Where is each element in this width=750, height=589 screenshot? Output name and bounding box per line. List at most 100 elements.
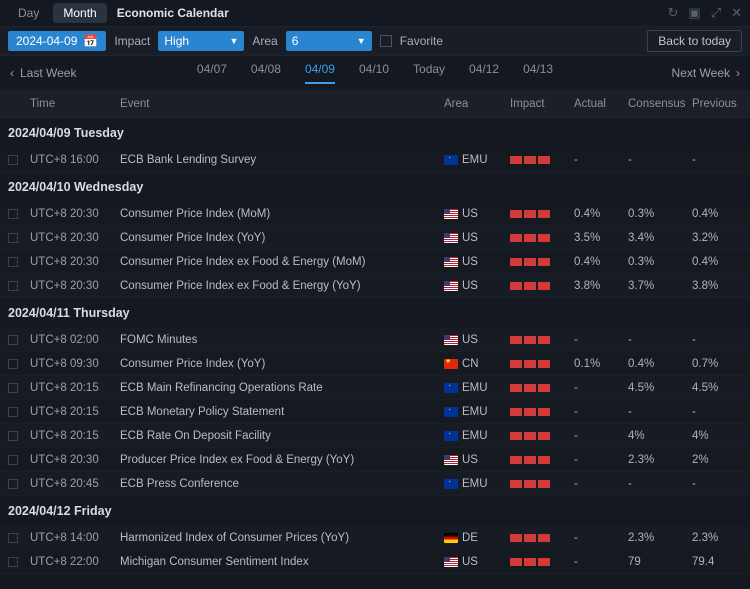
event-row[interactable]: UTC+8 22:00Michigan Consumer Sentiment I…	[0, 550, 750, 574]
cell-actual: 0.4%	[574, 208, 628, 220]
cell-time: UTC+8 02:00	[26, 334, 116, 346]
event-row[interactable]: UTC+8 20:30Consumer Price Index ex Food …	[0, 250, 750, 274]
day-tab[interactable]: Today	[413, 62, 445, 84]
cell-time: UTC+8 20:45	[26, 478, 116, 490]
cell-previous: 3.8%	[692, 280, 750, 292]
row-checkbox[interactable]	[8, 533, 18, 543]
flag-icon	[444, 557, 458, 567]
cell-time: UTC+8 16:00	[26, 154, 116, 166]
cell-time: UTC+8 14:00	[26, 532, 116, 544]
expand-icon[interactable]: ⤢	[711, 5, 721, 21]
cell-event: FOMC Minutes	[116, 334, 444, 346]
tab-month[interactable]: Month	[53, 3, 106, 23]
cell-time: UTC+8 20:30	[26, 256, 116, 268]
flag-icon	[444, 431, 458, 441]
pop-out-icon[interactable]: ▣	[688, 5, 700, 21]
favorite-checkbox[interactable]	[380, 35, 392, 47]
cell-actual: 3.8%	[574, 280, 628, 292]
row-checkbox[interactable]	[8, 155, 18, 165]
row-checkbox[interactable]	[8, 335, 18, 345]
row-checkbox[interactable]	[8, 383, 18, 393]
impact-select[interactable]: High ▼	[158, 31, 244, 51]
window-controls: ↻ ▣ ⤢ ✕	[667, 5, 742, 21]
cell-event: Producer Price Index ex Food & Energy (Y…	[116, 454, 444, 466]
cell-impact	[510, 282, 574, 290]
cell-previous: 4.5%	[692, 382, 750, 394]
event-row[interactable]: UTC+8 02:00FOMC MinutesUS---	[0, 328, 750, 352]
date-picker[interactable]: 2024-04-09 📅	[8, 31, 106, 51]
col-impact[interactable]: Impact	[510, 98, 574, 110]
event-row[interactable]: UTC+8 14:00Harmonized Index of Consumer …	[0, 526, 750, 550]
event-row[interactable]: UTC+8 20:30Consumer Price Index (MoM)US0…	[0, 202, 750, 226]
row-checkbox[interactable]	[8, 407, 18, 417]
filter-bar: 2024-04-09 📅 Impact High ▼ Area 6 ▼ Favo…	[0, 26, 750, 56]
cell-consensus: -	[628, 334, 692, 346]
table-header: Time Event Area Impact Actual Consensus …	[0, 90, 750, 118]
cell-area: US	[444, 256, 510, 268]
col-actual[interactable]: Actual	[574, 98, 628, 110]
event-row[interactable]: UTC+8 20:15ECB Rate On Deposit FacilityE…	[0, 424, 750, 448]
row-checkbox[interactable]	[8, 233, 18, 243]
row-checkbox[interactable]	[8, 281, 18, 291]
event-row[interactable]: UTC+8 20:45ECB Press ConferenceEMU---	[0, 472, 750, 496]
row-checkbox[interactable]	[8, 455, 18, 465]
cell-previous: 0.7%	[692, 358, 750, 370]
cell-previous: 3.2%	[692, 232, 750, 244]
impact-label: Impact	[114, 34, 150, 48]
col-event[interactable]: Event	[116, 98, 444, 110]
cell-consensus: 2.3%	[628, 532, 692, 544]
event-row[interactable]: UTC+8 20:30Producer Price Index ex Food …	[0, 448, 750, 472]
cell-consensus: 79	[628, 556, 692, 568]
cell-event: Harmonized Index of Consumer Prices (YoY…	[116, 532, 444, 544]
day-tab[interactable]: 04/13	[523, 62, 553, 84]
cell-time: UTC+8 20:15	[26, 382, 116, 394]
col-area[interactable]: Area	[444, 98, 510, 110]
close-icon[interactable]: ✕	[731, 5, 742, 21]
day-tab[interactable]: 04/07	[197, 62, 227, 84]
cell-actual: -	[574, 532, 628, 544]
row-checkbox[interactable]	[8, 479, 18, 489]
flag-icon	[444, 383, 458, 393]
cell-time: UTC+8 20:30	[26, 208, 116, 220]
col-time[interactable]: Time	[26, 98, 116, 110]
cell-area: EMU	[444, 154, 510, 166]
row-checkbox[interactable]	[8, 431, 18, 441]
row-checkbox[interactable]	[8, 359, 18, 369]
event-row[interactable]: UTC+8 09:30Consumer Price Index (YoY)CN0…	[0, 352, 750, 376]
cell-impact	[510, 156, 574, 164]
day-tab[interactable]: 04/12	[469, 62, 499, 84]
cell-actual: 0.1%	[574, 358, 628, 370]
event-row[interactable]: UTC+8 16:00ECB Bank Lending SurveyEMU---	[0, 148, 750, 172]
cell-consensus: -	[628, 406, 692, 418]
cell-impact	[510, 258, 574, 266]
cell-event: ECB Bank Lending Survey	[116, 154, 444, 166]
day-tab[interactable]: 04/09	[305, 62, 335, 84]
cell-consensus: -	[628, 478, 692, 490]
day-tab[interactable]: 04/10	[359, 62, 389, 84]
row-checkbox[interactable]	[8, 257, 18, 267]
cell-consensus: -	[628, 154, 692, 166]
event-row[interactable]: UTC+8 20:30Consumer Price Index ex Food …	[0, 274, 750, 298]
cell-time: UTC+8 20:15	[26, 430, 116, 442]
cell-event: ECB Press Conference	[116, 478, 444, 490]
day-tabs: 04/07 04/08 04/09 04/10 Today 04/12 04/13	[0, 62, 750, 84]
cell-impact	[510, 234, 574, 242]
area-select[interactable]: 6 ▼	[286, 31, 372, 51]
cell-area: US	[444, 280, 510, 292]
refresh-icon[interactable]: ↻	[667, 5, 678, 21]
col-consensus[interactable]: Consensus	[628, 98, 692, 110]
favorite-label: Favorite	[400, 34, 443, 48]
event-row[interactable]: UTC+8 20:15ECB Main Refinancing Operatio…	[0, 376, 750, 400]
tab-day[interactable]: Day	[8, 3, 49, 23]
back-to-today-button[interactable]: Back to today	[647, 30, 742, 52]
event-row[interactable]: UTC+8 20:30Consumer Price Index (YoY)US3…	[0, 226, 750, 250]
col-previous[interactable]: Previous	[692, 98, 750, 110]
cell-area: EMU	[444, 406, 510, 418]
cell-area: DE	[444, 532, 510, 544]
row-checkbox[interactable]	[8, 557, 18, 567]
event-row[interactable]: UTC+8 20:15ECB Monetary Policy Statement…	[0, 400, 750, 424]
row-checkbox[interactable]	[8, 209, 18, 219]
date-group-header: 2024/04/10 Wednesday	[0, 172, 750, 202]
cell-actual: -	[574, 556, 628, 568]
day-tab[interactable]: 04/08	[251, 62, 281, 84]
